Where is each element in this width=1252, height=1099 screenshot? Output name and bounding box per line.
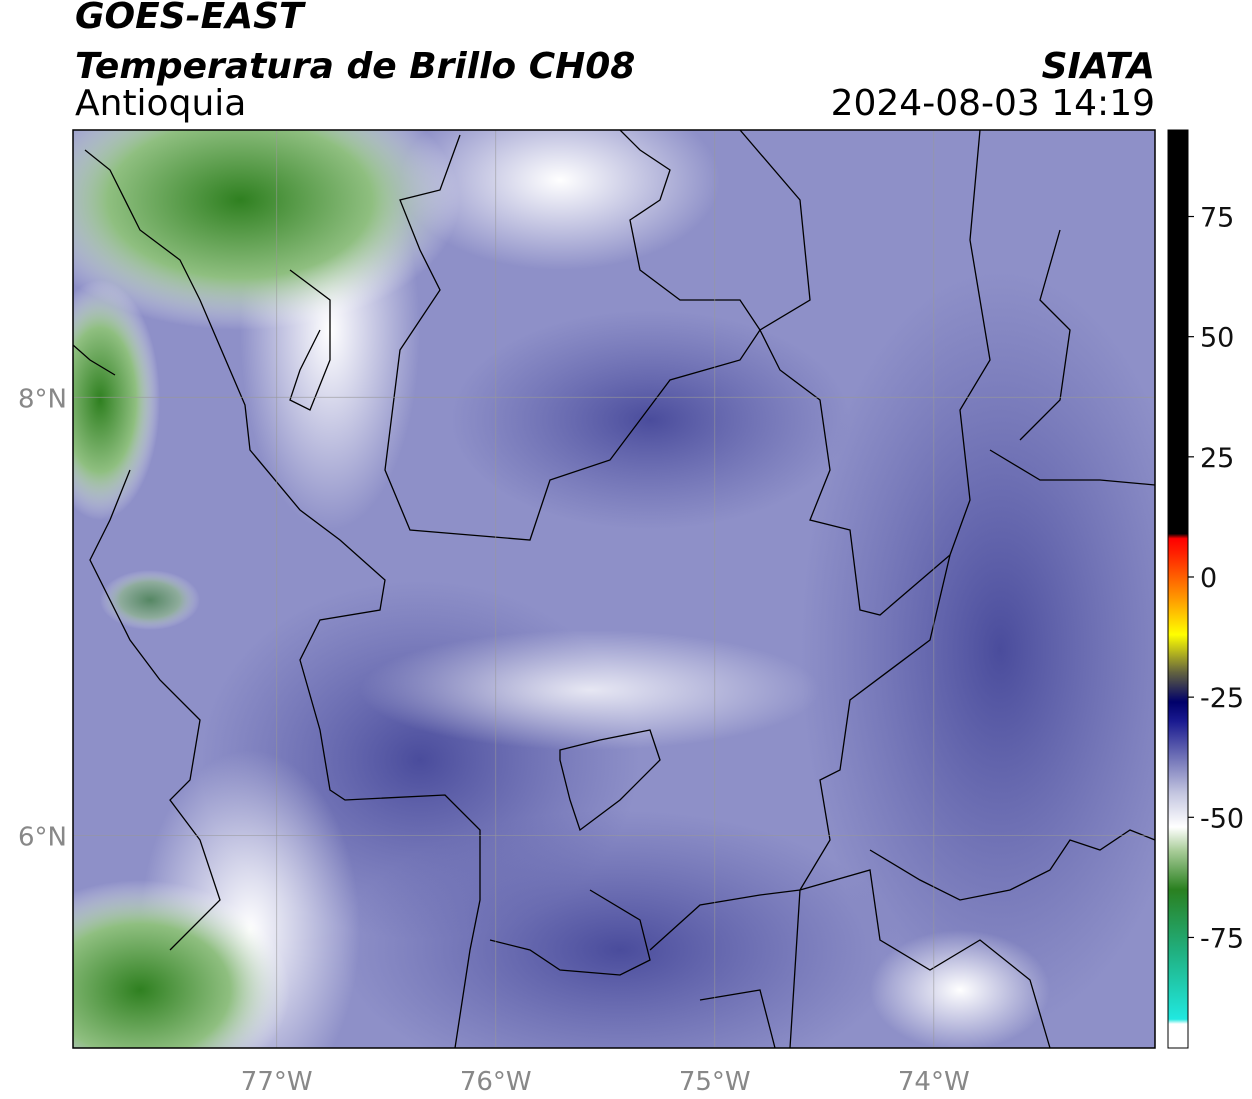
colorbar-tick-label: 50 [1200,323,1234,354]
timestamp: 2024-08-03 14:19 [831,83,1155,124]
x-tick-label: 77°W [241,1067,313,1097]
source: SIATA [1042,46,1155,87]
x-tick-label: 75°W [679,1067,751,1097]
map-frame [72,129,1156,1049]
colorbar-tick-label: 0 [1200,563,1217,594]
title: GOES-EAST [75,0,306,37]
y-tick-label: 6°N [18,822,67,852]
subtitle: Temperatura de Brillo CH08 [75,46,635,87]
colorbar-tick-label: -75 [1200,923,1244,954]
colorbar-tick-label: 75 [1200,203,1234,234]
map-field [73,130,1155,1048]
x-tick-label: 76°W [460,1067,532,1097]
colorbar-tick-label: -25 [1200,683,1244,714]
y-tick-label: 8°N [18,384,67,414]
graticule [73,130,1155,1048]
colorbar-tick-label: 25 [1200,443,1234,474]
region: Antioquia [75,83,246,124]
colorbar [1167,129,1189,1049]
x-tick-label: 74°W [898,1067,970,1097]
colorbar-tick-label: -50 [1200,803,1244,834]
